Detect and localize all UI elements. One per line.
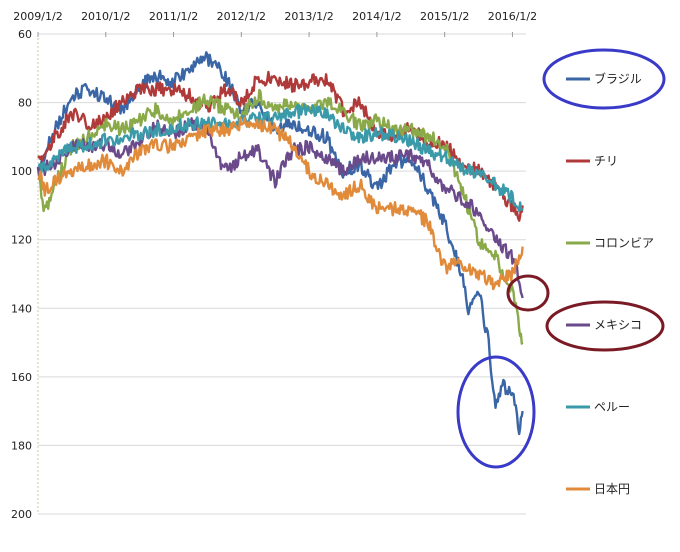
red-circle-legend bbox=[545, 300, 665, 352]
series-lines bbox=[36, 51, 524, 436]
x-tick-label: 2015/1/2 bbox=[420, 10, 469, 23]
legend-label: チリ bbox=[594, 154, 618, 168]
legend-label: ブラジル bbox=[594, 71, 642, 86]
x-tick-label: 2010/1/2 bbox=[81, 10, 130, 23]
series-line-3 bbox=[36, 88, 524, 345]
x-tick-label: 2013/1/2 bbox=[284, 10, 333, 23]
legend-label: 日本円 bbox=[594, 482, 630, 496]
legend-label: コロンビア bbox=[594, 236, 654, 250]
x-tick-label: 2009/1/2 bbox=[13, 10, 62, 23]
blue-circle-legend bbox=[542, 48, 666, 110]
y-tick-label: 180 bbox=[11, 439, 32, 452]
y-tick-label: 120 bbox=[11, 234, 32, 247]
series-line-6 bbox=[37, 116, 524, 291]
x-tick-label: 2014/1/2 bbox=[352, 10, 401, 23]
y-tick-label: 80 bbox=[18, 97, 32, 110]
annotation-circles bbox=[456, 48, 666, 469]
x-tick-label: 2011/1/2 bbox=[149, 10, 198, 23]
x-tick-label: 2016/1/2 bbox=[488, 10, 537, 23]
x-tick-label: 2012/1/2 bbox=[217, 10, 266, 23]
series-line-4 bbox=[36, 117, 524, 299]
legend-label: ペルー bbox=[594, 400, 630, 414]
y-tick-label: 200 bbox=[11, 508, 32, 521]
series-line-2 bbox=[37, 70, 524, 222]
y-tick-label: 60 bbox=[18, 28, 32, 41]
y-axis-ticks: 60 80 100 120 140 160 180 200 bbox=[11, 28, 32, 521]
x-axis-ticks: 2009/1/2 2010/1/2 2011/1/2 2012/1/2 2013/1/2… bbox=[13, 10, 537, 37]
legend-label: メキシコ bbox=[594, 318, 642, 332]
series-line-5 bbox=[37, 103, 524, 213]
y-tick-label: 100 bbox=[11, 165, 32, 178]
y-tick-label: 160 bbox=[11, 371, 32, 384]
red-circle-chart bbox=[506, 274, 550, 312]
y-tick-label: 140 bbox=[11, 302, 32, 315]
blue-circle-chart bbox=[456, 355, 536, 469]
